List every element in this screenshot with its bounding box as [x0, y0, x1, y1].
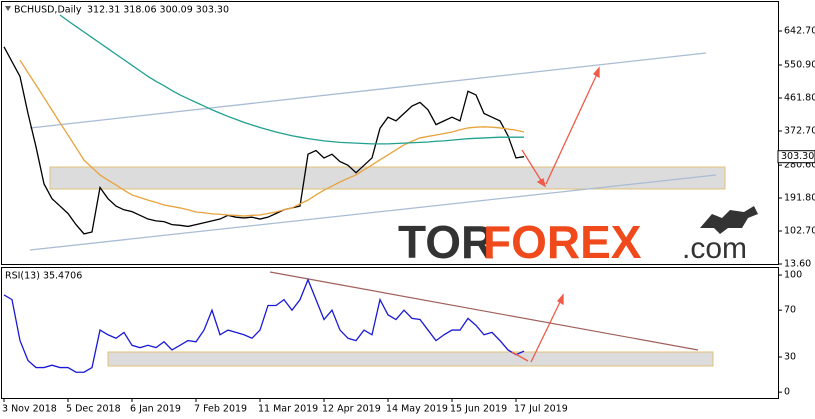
y-tick-label: 372.70: [784, 126, 815, 137]
y-tick-label: 550.90: [784, 60, 815, 71]
price-tag: [777, 150, 815, 164]
y-tick-label: 102.70: [784, 226, 815, 237]
x-tick-label: 17 Jul 2019: [514, 404, 568, 415]
y-tick-label: 100: [784, 270, 802, 281]
x-tick-label: 6 Jan 2019: [130, 404, 181, 415]
y-tick-label: 0: [784, 387, 790, 398]
x-tick-label: 3 Nov 2018: [2, 404, 57, 415]
y-tick-label: 642.70: [784, 26, 815, 37]
x-tick-label: 5 Dec 2018: [66, 404, 121, 415]
y-tick-label: 30: [784, 352, 796, 363]
channel-top: [29, 52, 707, 129]
title-icon: [5, 6, 11, 11]
rsi-trendline: [269, 271, 699, 351]
price-panel: [1, 1, 779, 265]
chart-title: BCHUSD,Daily: [14, 5, 82, 16]
ohlc-text: 312.31 318.06 300.09 303.30: [87, 5, 229, 16]
x-tick-label: 12 Apr 2019: [322, 404, 381, 415]
channel-bottom: [29, 174, 717, 251]
watermark: TOR FOREX .com: [398, 206, 758, 268]
y-tick-label: 191.80: [784, 193, 815, 204]
x-tick-label: 11 Mar 2019: [258, 404, 318, 415]
y-tick-label: 70: [784, 305, 796, 316]
y-tick-label: 13.60: [784, 259, 811, 270]
series-line: [3, 277, 525, 373]
rsi-title: RSI(13) 35.4706: [5, 271, 82, 282]
x-tick-label: 15 Jun 2019: [450, 404, 507, 415]
data-layer: 13.60 102.70 191.80 280.60 372.70 461.80 550.9…: [2, 14, 815, 415]
series-line: [3, 46, 525, 235]
watermark-tor: TOR: [398, 216, 494, 268]
series-line: [19, 59, 525, 217]
support-zone: [49, 166, 726, 190]
arrowhead: [557, 293, 564, 306]
series-line: [59, 14, 524, 145]
arrows: [511, 66, 600, 363]
arrow: [511, 351, 529, 362]
x-tick-label: 14 May 2019: [386, 404, 448, 415]
watermark-forex: FOREX: [483, 216, 642, 268]
arrow: [521, 149, 543, 183]
rsi-zone: [107, 351, 714, 367]
arrowhead: [536, 178, 547, 188]
price-tag-label: 303.30: [781, 151, 814, 162]
arrowhead: [593, 66, 600, 79]
y-tick-label: 280.60: [784, 160, 815, 171]
arrow: [545, 73, 598, 185]
arrow: [530, 299, 562, 363]
y-tick-label: 461.80: [784, 93, 815, 104]
rsi-panel: [1, 267, 779, 399]
watermark-com: .com: [682, 232, 747, 265]
x-tick-label: 7 Feb 2019: [194, 404, 247, 415]
bull-icon: [700, 206, 758, 234]
